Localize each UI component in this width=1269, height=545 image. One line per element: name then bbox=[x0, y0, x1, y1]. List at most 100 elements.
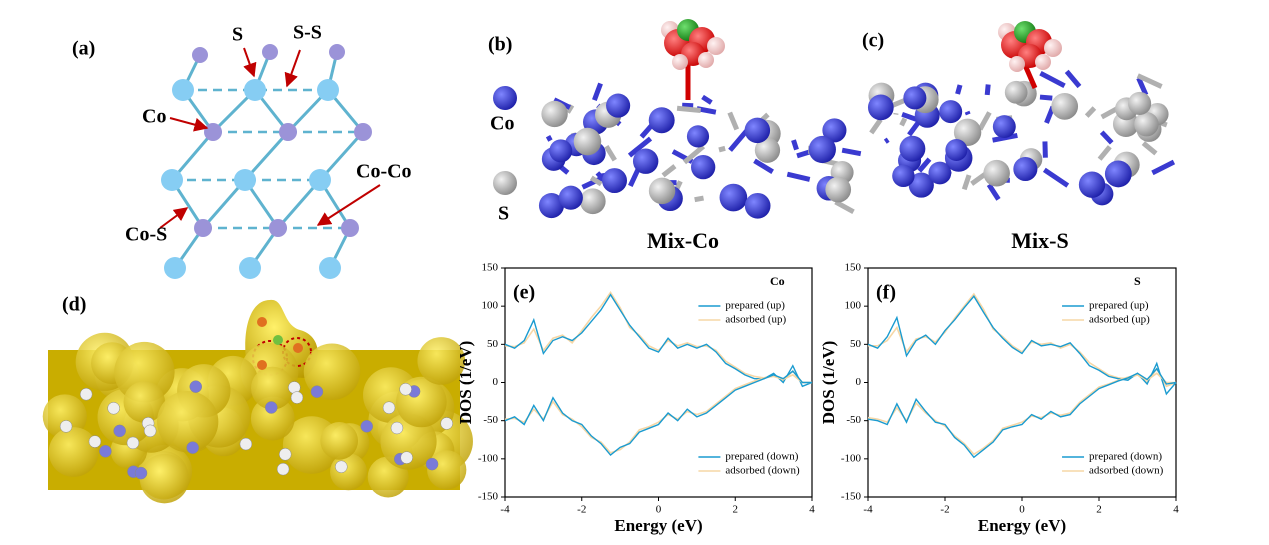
atom bbox=[691, 154, 716, 180]
bond bbox=[628, 167, 641, 187]
bond bbox=[1097, 145, 1112, 161]
bond bbox=[545, 135, 553, 142]
atom bbox=[400, 451, 413, 464]
atom bbox=[892, 164, 915, 188]
atom bbox=[99, 445, 112, 458]
atom bbox=[632, 148, 659, 174]
atom bbox=[549, 139, 573, 163]
y-tick-label: 0 bbox=[856, 376, 862, 388]
bond bbox=[883, 137, 890, 144]
atom bbox=[908, 172, 934, 198]
chart-title: S bbox=[1134, 274, 1141, 288]
y-tick-label: 0 bbox=[493, 376, 499, 388]
annotation: S bbox=[232, 24, 243, 46]
atom bbox=[290, 391, 304, 404]
bond bbox=[917, 157, 932, 173]
legend-co bbox=[493, 86, 517, 110]
bond bbox=[718, 145, 726, 153]
legend-label: adsorbed (down) bbox=[1089, 465, 1164, 477]
atom bbox=[293, 343, 303, 353]
atom bbox=[1044, 39, 1062, 57]
atom bbox=[899, 135, 926, 162]
atom bbox=[1078, 171, 1106, 198]
atom bbox=[1134, 112, 1159, 137]
y-tick-label: -50 bbox=[483, 414, 498, 426]
bond bbox=[639, 123, 654, 139]
chart-title: Co bbox=[770, 274, 785, 288]
bond bbox=[592, 82, 603, 101]
legend-text: Co bbox=[490, 113, 514, 135]
atom bbox=[113, 424, 126, 438]
line bbox=[867, 295, 1177, 396]
atom bbox=[278, 448, 292, 461]
atom bbox=[707, 37, 725, 55]
atom bbox=[538, 193, 565, 219]
legend-label: adsorbed (up) bbox=[1089, 314, 1150, 326]
bond bbox=[565, 103, 575, 114]
y-tick-label: -100 bbox=[841, 452, 862, 464]
atom bbox=[602, 168, 628, 194]
line bbox=[867, 367, 1177, 459]
y-tick-label: 100 bbox=[845, 300, 862, 312]
bond bbox=[841, 147, 862, 157]
bond bbox=[786, 171, 811, 182]
atom bbox=[425, 457, 439, 471]
atom bbox=[672, 54, 688, 70]
bond bbox=[661, 164, 677, 178]
atom bbox=[648, 107, 675, 134]
atom bbox=[825, 176, 852, 203]
legend-label: prepared (up) bbox=[1089, 300, 1149, 312]
bond bbox=[1136, 77, 1149, 96]
density bbox=[250, 396, 295, 441]
bond bbox=[796, 149, 811, 159]
atom bbox=[579, 188, 606, 215]
arrows bbox=[159, 47, 381, 229]
atom bbox=[189, 380, 203, 393]
annotation: Co-Co bbox=[356, 161, 412, 183]
atom bbox=[79, 387, 93, 401]
annotation: Co-S bbox=[125, 224, 167, 246]
x-tick-label: 4 bbox=[1173, 504, 1179, 516]
legend-label: adsorbed (up) bbox=[725, 314, 786, 326]
atom bbox=[276, 462, 290, 476]
co-atoms bbox=[192, 44, 372, 237]
bond bbox=[701, 94, 713, 105]
atom bbox=[257, 317, 267, 327]
y-tick-label: 50 bbox=[850, 338, 862, 350]
panel-label: (c) bbox=[862, 30, 884, 52]
atom bbox=[719, 183, 748, 212]
bond bbox=[1151, 159, 1176, 176]
atom bbox=[382, 401, 396, 414]
atom bbox=[939, 100, 963, 124]
panel-c: (c) Mix-S bbox=[862, 21, 1176, 253]
density bbox=[157, 390, 219, 453]
atom bbox=[744, 192, 771, 219]
x-tick-label: -2 bbox=[577, 504, 586, 516]
density bbox=[114, 341, 175, 403]
atom bbox=[88, 435, 102, 448]
atom bbox=[257, 360, 267, 370]
atom bbox=[186, 441, 199, 454]
panel-d: (d) bbox=[42, 294, 473, 504]
bond bbox=[1141, 141, 1158, 156]
x-tick-label: 2 bbox=[1096, 504, 1102, 516]
charts: -150 -100 -50 0 50 100 150 -4 -2 0 2 4 Energy (eV) DO… bbox=[456, 262, 1179, 535]
atom bbox=[903, 86, 927, 110]
atom bbox=[1035, 54, 1051, 70]
atom bbox=[335, 460, 348, 474]
atom bbox=[360, 420, 373, 433]
bond bbox=[986, 183, 1001, 201]
legend-label: prepared (down) bbox=[1089, 451, 1162, 463]
bond bbox=[899, 117, 908, 127]
atom bbox=[143, 424, 157, 438]
panel-b: (b) Co S Mix-Co bbox=[488, 19, 862, 253]
y-tick-label: 100 bbox=[482, 300, 499, 312]
density bbox=[320, 422, 359, 460]
bond bbox=[1042, 167, 1070, 188]
atom bbox=[983, 159, 1010, 187]
atom bbox=[541, 100, 568, 128]
atom bbox=[1009, 56, 1025, 72]
y-axis-label: DOS (1/eV) bbox=[819, 341, 838, 425]
y-tick-label: -150 bbox=[478, 491, 499, 503]
